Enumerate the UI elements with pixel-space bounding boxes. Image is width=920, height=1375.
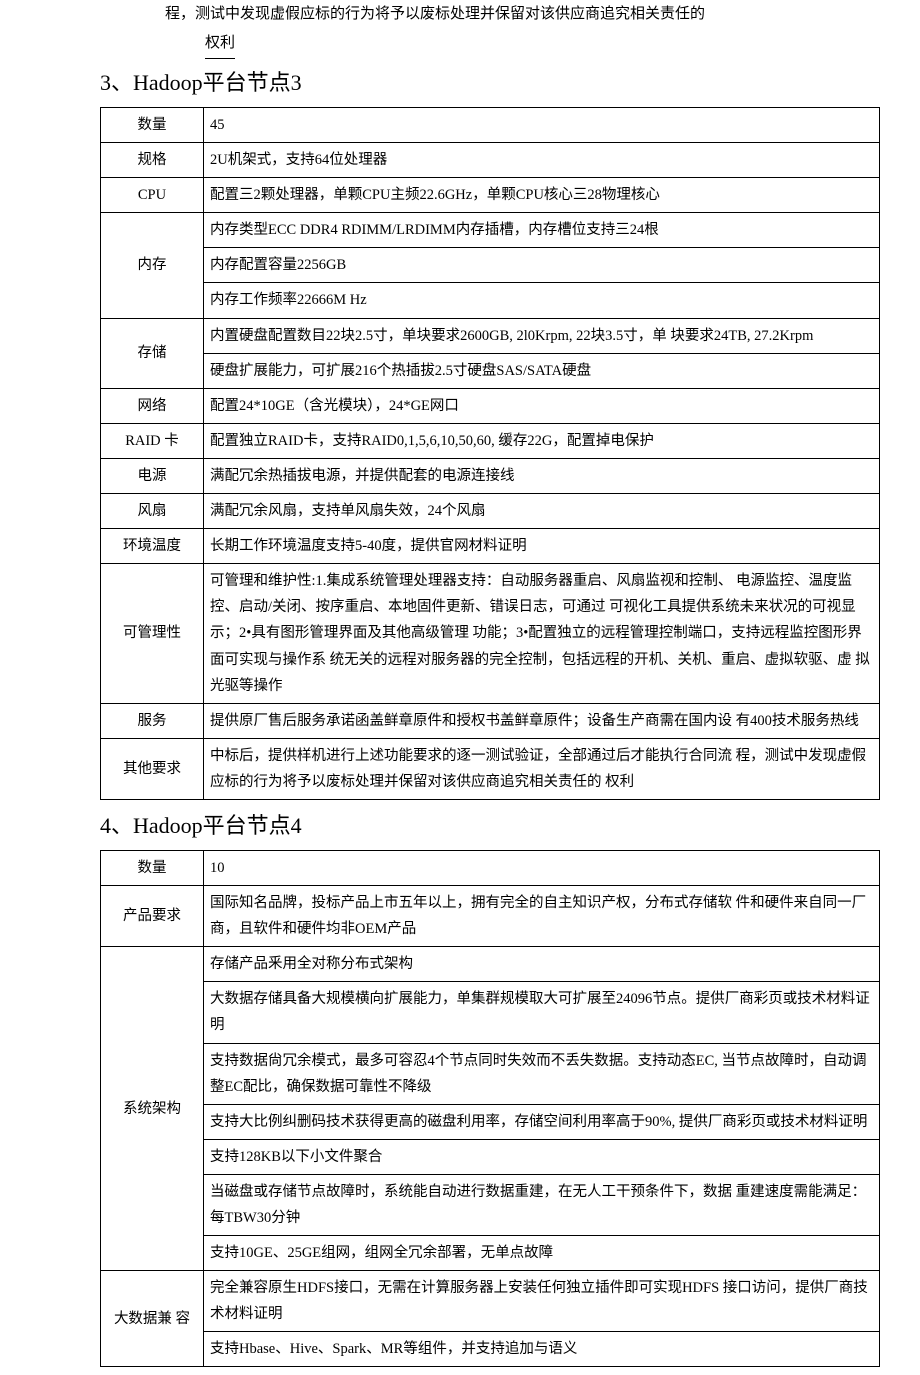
cell-label: 服务	[101, 703, 204, 738]
cell-value: 存储产品釆用全对称分布式架构	[204, 947, 880, 982]
table-row: 内存工作频率22666M Hz	[101, 283, 880, 318]
cell-value: 配置独立RAID卡，支持RAID0,1,5,6,10,50,60, 缓存22G，…	[204, 423, 880, 458]
section3-text: Hadoop平台节点3	[133, 70, 302, 95]
cell-value: 内存工作频率22666M Hz	[204, 283, 880, 318]
table-row: 支持数据尙冗余模式，最多可容忍4个节点同时失效而不丢失数据。支持动态EC, 当节…	[101, 1043, 880, 1104]
cell-value: 提供原厂售后服务承诺函盖鲜章原件和授权书盖鲜章原件；设备生产商需在国内设 有40…	[204, 703, 880, 738]
table-row: 服务 提供原厂售后服务承诺函盖鲜章原件和授权书盖鲜章原件；设备生产商需在国内设 …	[101, 703, 880, 738]
table-row: 产品要求 国际知名品牌，投标产品上市五年以上，拥有完全的自主知识产权，分布式存储…	[101, 886, 880, 947]
table-row: 网络 配置24*10GE（含光模块），24*GE网口	[101, 388, 880, 423]
cell-value: 支持数据尙冗余模式，最多可容忍4个节点同时失效而不丢失数据。支持动态EC, 当节…	[204, 1043, 880, 1104]
cell-value: 支持大比例纠删码技术获得更高的磁盘利用率，存储空间利用率高于90%, 提供厂商彩…	[204, 1104, 880, 1139]
cell-value: 支持10GE、25GE组网，组网全冗余部署，无单点故障	[204, 1236, 880, 1271]
cell-label: 规格	[101, 143, 204, 178]
cell-value: 2U机架式，支持64位处理器	[204, 143, 880, 178]
table-row: 支持大比例纠删码技术获得更高的磁盘利用率，存储空间利用率高于90%, 提供厂商彩…	[101, 1104, 880, 1139]
cell-label: 网络	[101, 388, 204, 423]
table-row: 大数据存储具备大规模横向扩展能力，单集群规模取大可扩展至24096节点。提供厂商…	[101, 982, 880, 1043]
section3-num: 3、	[100, 70, 133, 95]
cell-label: 产品要求	[101, 886, 204, 947]
cell-value: 支持128KB以下小文件聚合	[204, 1139, 880, 1174]
table-row: 数量 45	[101, 108, 880, 143]
table-row: 硬盘扩展能力，可扩展216个热插拔2.5寸硬盘SAS/SATA硬盘	[101, 353, 880, 388]
table-row: 支持Hbase、Hive、Spark、MR等组件，并支持追加与语义	[101, 1332, 880, 1367]
cell-label: 大数据兼 容	[101, 1271, 204, 1367]
table-row: 存储 内置硬盘配置数目22块2.5寸，单块要求2600GB, 2l0Krpm, …	[101, 318, 880, 353]
cell-value: 长期工作环境温度支持5-40度，提供官网材料证明	[204, 529, 880, 564]
section4-title: 4、Hadoop平台节点4	[100, 808, 880, 840]
table-row: CPU 配置三2颗处理器，单颗CPU主频22.6GHz，单颗CPU核心三28物理…	[101, 178, 880, 213]
section4-num: 4、	[100, 813, 133, 838]
table-row: 系统架构 存储产品釆用全对称分布式架构	[101, 947, 880, 982]
cell-value: 45	[204, 108, 880, 143]
pre-paragraph: 程，测试中发现虚假应标的行为将予以废标处理并保留对该供应商追究相关责任的 权利	[100, 0, 880, 59]
cell-value: 内置硬盘配置数目22块2.5寸，单块要求2600GB, 2l0Krpm, 22块…	[204, 318, 880, 353]
cell-label: 数量	[101, 108, 204, 143]
cell-value: 配置三2颗处理器，单颗CPU主频22.6GHz，单颗CPU核心三28物理核心	[204, 178, 880, 213]
cell-value: 支持Hbase、Hive、Spark、MR等组件，并支持追加与语义	[204, 1332, 880, 1367]
cell-value: 当磁盘或存储节点故障时，系统能自动进行数据重建，在无人工干预条件下，数据 重建速…	[204, 1174, 880, 1235]
table-row: 其他要求 中标后，提供样机进行上述功能要求的逐一测试验证，全部通过后才能执行合同…	[101, 738, 880, 799]
pre-line1: 程，测试中发现虚假应标的行为将予以废标处理并保留对该供应商追究相关责任的	[165, 6, 705, 22]
cell-label: CPU	[101, 178, 204, 213]
table-row: 当磁盘或存储节点故障时，系统能自动进行数据重建，在无人工干预条件下，数据 重建速…	[101, 1174, 880, 1235]
table-row: 规格 2U机架式，支持64位处理器	[101, 143, 880, 178]
cell-value: 内存配置容量2256GB	[204, 248, 880, 283]
table-row: RAID 卡 配置独立RAID卡，支持RAID0,1,5,6,10,50,60,…	[101, 423, 880, 458]
cell-label: 其他要求	[101, 738, 204, 799]
table-row: 内存 内存类型ECC DDR4 RDIMM/LRDIMM内存插槽，内存槽位支持三…	[101, 213, 880, 248]
cell-value: 国际知名品牌，投标产品上市五年以上，拥有完全的自主知识产权，分布式存储软 件和硬…	[204, 886, 880, 947]
table-row: 支持128KB以下小文件聚合	[101, 1139, 880, 1174]
section4-text: Hadoop平台节点4	[133, 813, 302, 838]
cell-label: 存储	[101, 318, 204, 388]
section4-table: 数量 10 产品要求 国际知名品牌，投标产品上市五年以上，拥有完全的自主知识产权…	[100, 850, 880, 1368]
pre-line2-underlined: 权利	[205, 29, 235, 60]
cell-value: 配置24*10GE（含光模块），24*GE网口	[204, 388, 880, 423]
table-row: 可管理性 可管理和维护性:1.集成系统管理处理器支持：自动服务器重启、风扇监视和…	[101, 564, 880, 703]
cell-value: 完全兼容原生HDFS接口，无需在计算服务器上安装任何独立插件即可实现HDFS 接…	[204, 1271, 880, 1332]
cell-value: 大数据存储具备大规模横向扩展能力，单集群规模取大可扩展至24096节点。提供厂商…	[204, 982, 880, 1043]
cell-label: 可管理性	[101, 564, 204, 703]
cell-value: 内存类型ECC DDR4 RDIMM/LRDIMM内存插槽，内存槽位支持三24根	[204, 213, 880, 248]
section3-title: 3、Hadoop平台节点3	[100, 65, 880, 97]
table-row: 支持10GE、25GE组网，组网全冗余部署，无单点故障	[101, 1236, 880, 1271]
cell-label: 环境温度	[101, 529, 204, 564]
cell-value: 硬盘扩展能力，可扩展216个热插拔2.5寸硬盘SAS/SATA硬盘	[204, 353, 880, 388]
cell-value: 10	[204, 850, 880, 885]
table-row: 数量 10	[101, 850, 880, 885]
cell-value: 满配冗余风扇，支持单风扇失效，24个风扇	[204, 494, 880, 529]
cell-label: 数量	[101, 850, 204, 885]
cell-value: 可管理和维护性:1.集成系统管理处理器支持：自动服务器重启、风扇监视和控制、 电…	[204, 564, 880, 703]
table-row: 风扇 满配冗余风扇，支持单风扇失效，24个风扇	[101, 494, 880, 529]
table-row: 大数据兼 容 完全兼容原生HDFS接口，无需在计算服务器上安装任何独立插件即可实…	[101, 1271, 880, 1332]
cell-label: 系统架构	[101, 947, 204, 1271]
section3-table: 数量 45 规格 2U机架式，支持64位处理器 CPU 配置三2颗处理器，单颗C…	[100, 107, 880, 800]
cell-value: 中标后，提供样机进行上述功能要求的逐一测试验证，全部通过后才能执行合同流 程，测…	[204, 738, 880, 799]
table-row: 电源 满配冗余热插拔电源，并提供配套的电源连接线	[101, 458, 880, 493]
cell-label: 电源	[101, 458, 204, 493]
table-row: 内存配置容量2256GB	[101, 248, 880, 283]
cell-value: 满配冗余热插拔电源，并提供配套的电源连接线	[204, 458, 880, 493]
cell-label: 内存	[101, 213, 204, 318]
cell-label: RAID 卡	[101, 423, 204, 458]
table-row: 环境温度 长期工作环境温度支持5-40度，提供官网材料证明	[101, 529, 880, 564]
cell-label: 风扇	[101, 494, 204, 529]
